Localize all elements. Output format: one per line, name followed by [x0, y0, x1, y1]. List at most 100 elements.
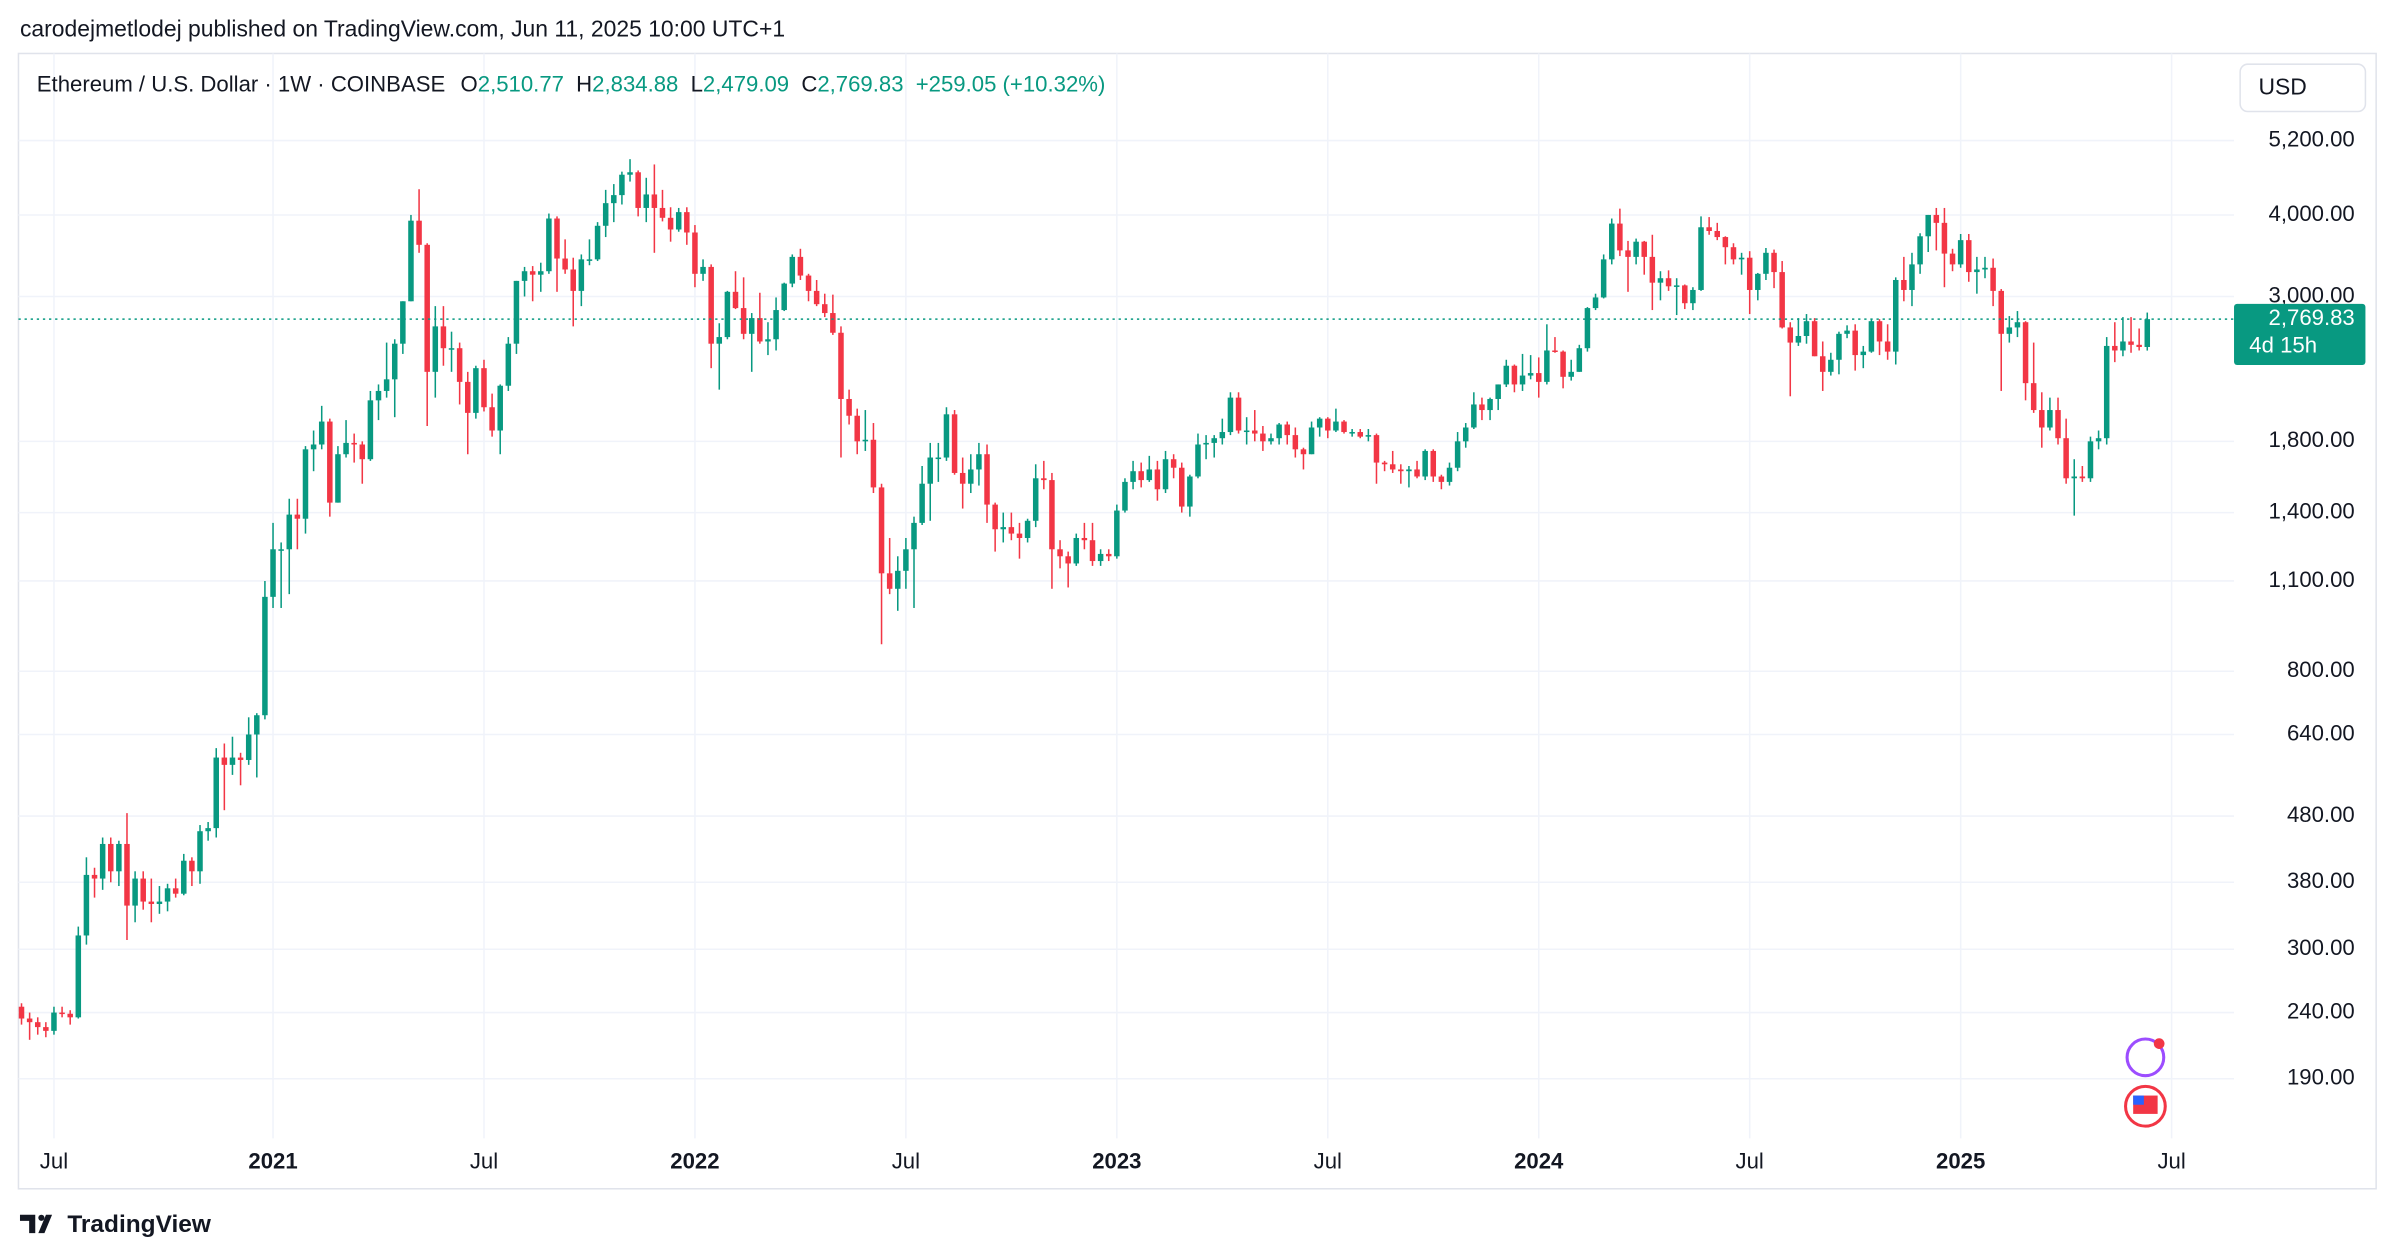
- candle-body: [408, 220, 414, 302]
- candle-body: [943, 414, 950, 458]
- y-tick-label: 1,400.00: [2269, 498, 2355, 523]
- candle-body: [895, 570, 901, 589]
- y-tick-label: 190.00: [2287, 1065, 2355, 1090]
- candle-body: [1625, 250, 1631, 257]
- candle-body: [1901, 279, 1907, 290]
- candle-body: [1446, 467, 1453, 482]
- candle-body: [1438, 476, 1445, 482]
- candle-body: [2039, 410, 2045, 428]
- candle-body: [473, 368, 479, 413]
- candle-body: [1179, 467, 1185, 507]
- candle-body: [156, 901, 163, 904]
- candle-body: [1730, 247, 1737, 260]
- candle-body: [51, 1012, 57, 1031]
- candle-body: [1227, 397, 1234, 433]
- candle-body: [562, 258, 568, 270]
- candle-body: [846, 398, 852, 416]
- candle-body: [432, 326, 439, 372]
- candle-body: [1333, 421, 1339, 431]
- candle-body: [2095, 438, 2102, 442]
- candle-body: [870, 439, 877, 488]
- candle-body: [1032, 478, 1039, 521]
- candle-body: [1089, 540, 1096, 562]
- candle-body: [221, 757, 228, 765]
- candle-body: [286, 514, 293, 550]
- x-tick-label: Jul: [40, 1149, 68, 1174]
- candle-body: [692, 232, 698, 274]
- candle-body: [984, 454, 990, 505]
- candle-body: [1000, 527, 1007, 530]
- candle-body: [740, 308, 747, 334]
- candle-body: [400, 301, 406, 344]
- candle-body: [2071, 476, 2077, 479]
- candle-body: [1268, 438, 1274, 442]
- candle-body: [270, 549, 276, 597]
- x-tick-label: 2025: [1936, 1149, 1985, 1174]
- candle-body: [456, 348, 463, 382]
- candle-body: [716, 337, 723, 344]
- candle-body: [1325, 418, 1331, 431]
- symbol-legend: Ethereum / U.S. Dollar · 1W · COINBASE O2…: [37, 71, 1106, 96]
- candle-body: [1170, 459, 1177, 468]
- candle-body: [2014, 322, 2021, 328]
- candle-body: [927, 457, 933, 484]
- candle-body: [651, 194, 658, 208]
- legend-value: 2,479.09: [703, 71, 789, 96]
- candle-body: [416, 220, 422, 245]
- candle-body: [611, 195, 617, 204]
- candle-body: [1057, 549, 1063, 557]
- candle-body: [2055, 410, 2061, 439]
- candle-body: [294, 514, 301, 519]
- candle-body: [602, 203, 609, 226]
- candle-body: [546, 218, 552, 272]
- candle-body: [302, 449, 309, 519]
- candle-body: [862, 439, 869, 442]
- candle-body: [1154, 469, 1161, 490]
- candle-body: [1527, 373, 1534, 376]
- candle-body: [959, 472, 966, 484]
- candle-body: [675, 212, 682, 230]
- candle-body: [108, 843, 114, 872]
- candle-body: [1511, 365, 1518, 385]
- candle-body: [578, 259, 585, 291]
- candle-body: [367, 400, 374, 460]
- y-tick-label: 5,200.00: [2269, 126, 2355, 151]
- legend-change: +259.05 (+10.32%): [916, 71, 1106, 96]
- candle-body: [886, 573, 893, 589]
- candle-body: [1544, 350, 1550, 382]
- candle-body: [627, 172, 633, 175]
- candle-body: [189, 860, 195, 872]
- candle-body: [1122, 481, 1128, 511]
- candle-body: [878, 487, 885, 574]
- candle-body: [1414, 469, 1420, 477]
- candle-body: [830, 313, 836, 333]
- y-tick-label: 300.00: [2287, 935, 2355, 960]
- candle-body: [505, 343, 512, 386]
- candle-body: [2063, 438, 2069, 479]
- candle-body: [1665, 278, 1672, 287]
- candle-body: [976, 454, 982, 470]
- candle-body: [1584, 308, 1591, 349]
- candle-body: [1722, 237, 1729, 248]
- x-tick-label: Jul: [470, 1149, 498, 1174]
- candle-body: [1998, 290, 2004, 334]
- candle-body: [1041, 478, 1047, 481]
- candle-body: [1219, 432, 1226, 439]
- candle-body: [619, 174, 625, 196]
- y-tick-label: 4,000.00: [2269, 201, 2355, 226]
- candle-body: [732, 291, 739, 309]
- candle-body: [489, 407, 495, 431]
- currency-button[interactable]: [2239, 63, 2367, 113]
- candle-body: [684, 212, 690, 233]
- candle-body: [1308, 427, 1315, 455]
- candle-body: [1738, 257, 1745, 260]
- candle-body: [1811, 321, 1818, 357]
- icon-flag: [2133, 1095, 2144, 1105]
- candle-body: [1195, 444, 1201, 477]
- candle-body: [1779, 272, 1785, 328]
- candle-body: [1633, 241, 1639, 257]
- candle-body: [748, 318, 755, 334]
- candle-body: [1381, 462, 1388, 465]
